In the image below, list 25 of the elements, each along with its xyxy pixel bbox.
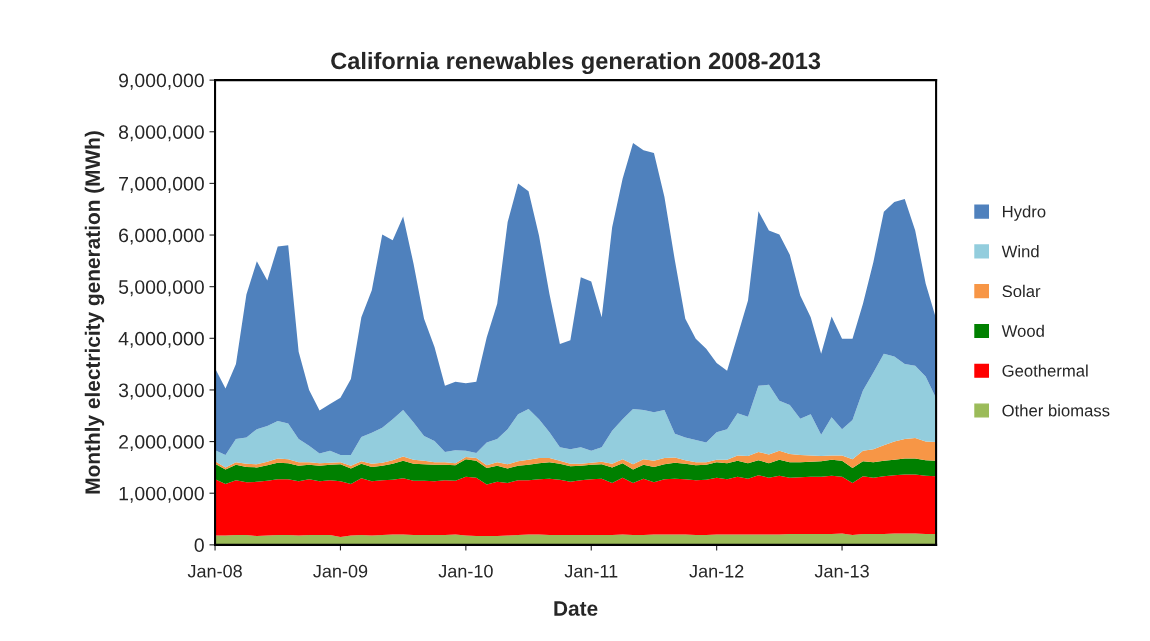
x-tick-label: Jan-11 xyxy=(564,564,618,578)
y-tick-label: 4,000,000 xyxy=(118,331,204,348)
y-tick-label: 2,000,000 xyxy=(119,435,204,452)
chart-title: California renewables generation 2008-2013 xyxy=(331,51,821,75)
legend-label: Solar xyxy=(1002,284,1041,298)
legend-label: Hydro xyxy=(1003,205,1046,221)
y-tick-label: 6,000,000 xyxy=(119,228,204,245)
y-axis-title: Monthly electricity generation (MWh) xyxy=(84,131,105,494)
legend-label: Other biomass xyxy=(1002,404,1110,417)
legend-label: Wood xyxy=(1001,324,1044,337)
legend-label: Geothermal xyxy=(1002,364,1088,377)
x-tick-label: Jan-13 xyxy=(814,564,869,578)
y-tick-label: 5,000,000 xyxy=(118,280,204,297)
x-tick-label: Jan-12 xyxy=(689,564,744,578)
y-tick-label: 3,000,000 xyxy=(118,383,204,400)
y-tick-label: 7,000,000 xyxy=(119,176,204,193)
y-tick-label: 1,000,000 xyxy=(119,486,204,503)
x-tick-label: Jan-08 xyxy=(187,564,242,578)
x-axis-title: Date xyxy=(554,601,598,616)
legend-label: Wind xyxy=(1001,245,1039,258)
x-tick-label: Jan-10 xyxy=(438,564,493,578)
y-tick-label: 0 xyxy=(194,538,204,553)
x-tick-label: Jan-09 xyxy=(313,564,368,578)
y-tick-label: 9,000,000 xyxy=(119,73,204,90)
y-tick-label: 8,000,000 xyxy=(118,125,204,142)
